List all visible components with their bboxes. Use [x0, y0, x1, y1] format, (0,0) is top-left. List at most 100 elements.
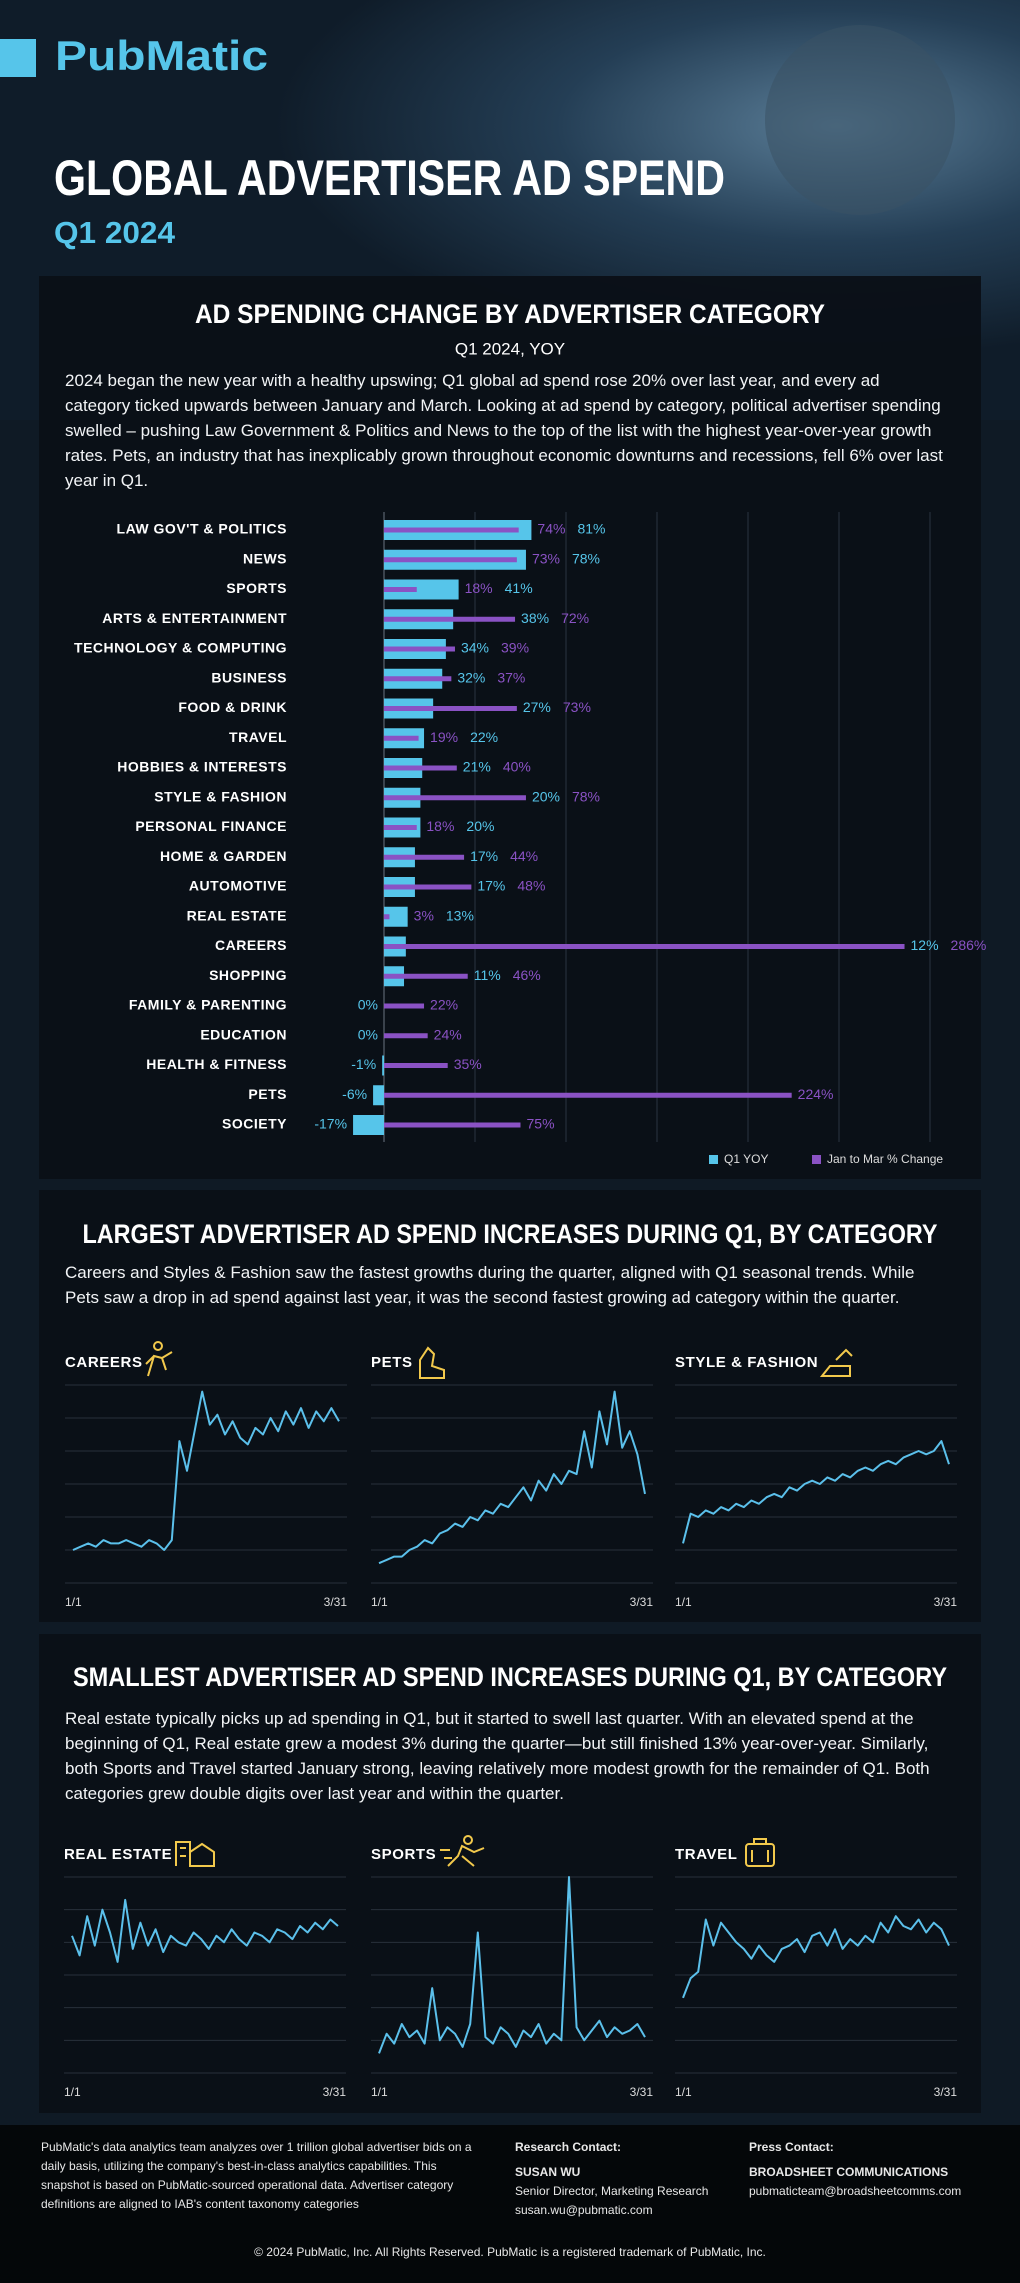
bar — [384, 557, 517, 563]
chart-title: AD SPENDING CHANGE BY ADVERTISER CATEGOR… — [195, 299, 825, 329]
category-label: HOBBIES & INTERESTS — [117, 759, 287, 775]
value-label: 34% — [461, 640, 489, 656]
bar — [384, 1003, 425, 1009]
bar — [384, 906, 408, 927]
bar — [353, 1115, 384, 1135]
panel — [39, 276, 981, 1179]
value-label: 38% — [521, 610, 549, 626]
value-label: -6% — [342, 1086, 367, 1102]
bar — [384, 973, 468, 979]
value-label: 22% — [430, 997, 458, 1013]
category-label: LAW GOV'T & POLITICS — [117, 521, 287, 537]
value-label: 46% — [513, 967, 541, 983]
heading: Research Contact: — [515, 2140, 622, 2154]
careers-icon — [145, 1341, 173, 1377]
pets-icon — [419, 1346, 445, 1379]
chart-title: CAREERS — [65, 1354, 143, 1371]
bar — [384, 579, 459, 600]
legend-swatch — [709, 1155, 718, 1164]
role: Senior Director, Marketing Research — [515, 2184, 709, 2198]
value-label: 17% — [477, 878, 505, 894]
category-label: AUTOMOTIVE — [189, 878, 287, 894]
line — [72, 1390, 340, 1551]
x-tick-label: 1/1 — [64, 2085, 81, 2099]
line — [378, 1876, 646, 2054]
bar — [384, 884, 472, 890]
category-label: BUSINESS — [211, 669, 287, 685]
bar — [384, 944, 905, 949]
footer-background — [0, 2125, 1020, 2283]
category-label: REAL ESTATE — [187, 907, 287, 923]
bar — [384, 646, 455, 652]
chart-description: 2024 began the new year with a healthy u… — [65, 371, 943, 490]
bar — [384, 765, 457, 771]
x-tick-label: 3/31 — [630, 1595, 654, 1609]
value-label: 75% — [527, 1116, 555, 1132]
bar — [384, 854, 465, 860]
category-label: SOCIETY — [222, 1116, 287, 1132]
travel-icon — [745, 1838, 775, 1867]
value-label: 20% — [532, 788, 560, 804]
value-label: 37% — [497, 669, 525, 685]
legend-swatch — [812, 1155, 821, 1164]
bar — [384, 527, 519, 533]
x-tick-label: 1/1 — [371, 1595, 388, 1609]
category-label: STYLE & FASHION — [154, 788, 287, 804]
value-label: 78% — [572, 550, 600, 566]
value-label: 39% — [501, 640, 529, 656]
name: BROADSHEET COMMUNICATIONS — [749, 2165, 949, 2179]
value-label: 286% — [951, 937, 987, 953]
value-label: 72% — [561, 610, 589, 626]
chart-title: PETS — [371, 1354, 413, 1371]
style-icon — [819, 1348, 853, 1377]
category-label: PETS — [248, 1086, 287, 1102]
line — [682, 1440, 950, 1544]
value-label: 21% — [463, 759, 491, 775]
bar — [384, 1092, 792, 1098]
value-label: 74% — [537, 521, 565, 537]
value-label: 35% — [454, 1056, 482, 1072]
value-label: 3% — [414, 907, 434, 923]
main-title: GLOBAL ADVERTISER AD SPEND — [54, 150, 725, 206]
category-label: NEWS — [243, 550, 287, 566]
category-label: HEALTH & FITNESS — [146, 1056, 287, 1072]
footer-about: PubMatic's data analytics team analyzes … — [41, 2140, 472, 2211]
chart-title: SPORTS — [371, 1846, 436, 1863]
legend-label: Q1 YOY — [724, 1152, 768, 1166]
panel — [39, 1190, 981, 1622]
value-label: 44% — [510, 848, 538, 864]
line — [378, 1390, 646, 1565]
chart-subtitle: Q1 2024, YOY — [455, 339, 565, 358]
real-estate-icon — [175, 1841, 215, 1867]
value-label: 22% — [470, 729, 498, 745]
value-label: 18% — [426, 818, 454, 834]
email: pubmaticteam@broadsheetcomms.com — [749, 2184, 962, 2198]
value-label: 224% — [798, 1086, 834, 1102]
icons — [145, 1341, 853, 1867]
value-label: 11% — [474, 967, 501, 983]
category-label: HOME & GARDEN — [160, 848, 287, 864]
bar — [384, 825, 417, 830]
email: susan.wu@pubmatic.com — [515, 2203, 653, 2217]
value-label: 20% — [466, 818, 494, 834]
bar — [373, 1085, 384, 1106]
x-tick-label: 3/31 — [934, 1595, 958, 1609]
bar — [384, 587, 417, 592]
bar — [384, 1033, 428, 1039]
bar — [384, 1122, 521, 1128]
panel — [39, 1634, 981, 2113]
x-tick-label: 1/1 — [65, 1595, 82, 1609]
category-label: EDUCATION — [200, 1026, 287, 1042]
x-tick-label: 3/31 — [324, 1595, 348, 1609]
bar — [384, 616, 516, 622]
value-label: 17% — [470, 848, 498, 864]
value-label: 24% — [434, 1026, 462, 1042]
logo: PubMatic — [55, 32, 268, 79]
line — [682, 1915, 950, 1999]
chart-title: REAL ESTATE — [64, 1846, 172, 1863]
value-label: -17% — [314, 1116, 347, 1132]
bar — [384, 735, 419, 741]
section-title: LARGEST ADVERTISER AD SPEND INCREASES DU… — [83, 1219, 938, 1249]
